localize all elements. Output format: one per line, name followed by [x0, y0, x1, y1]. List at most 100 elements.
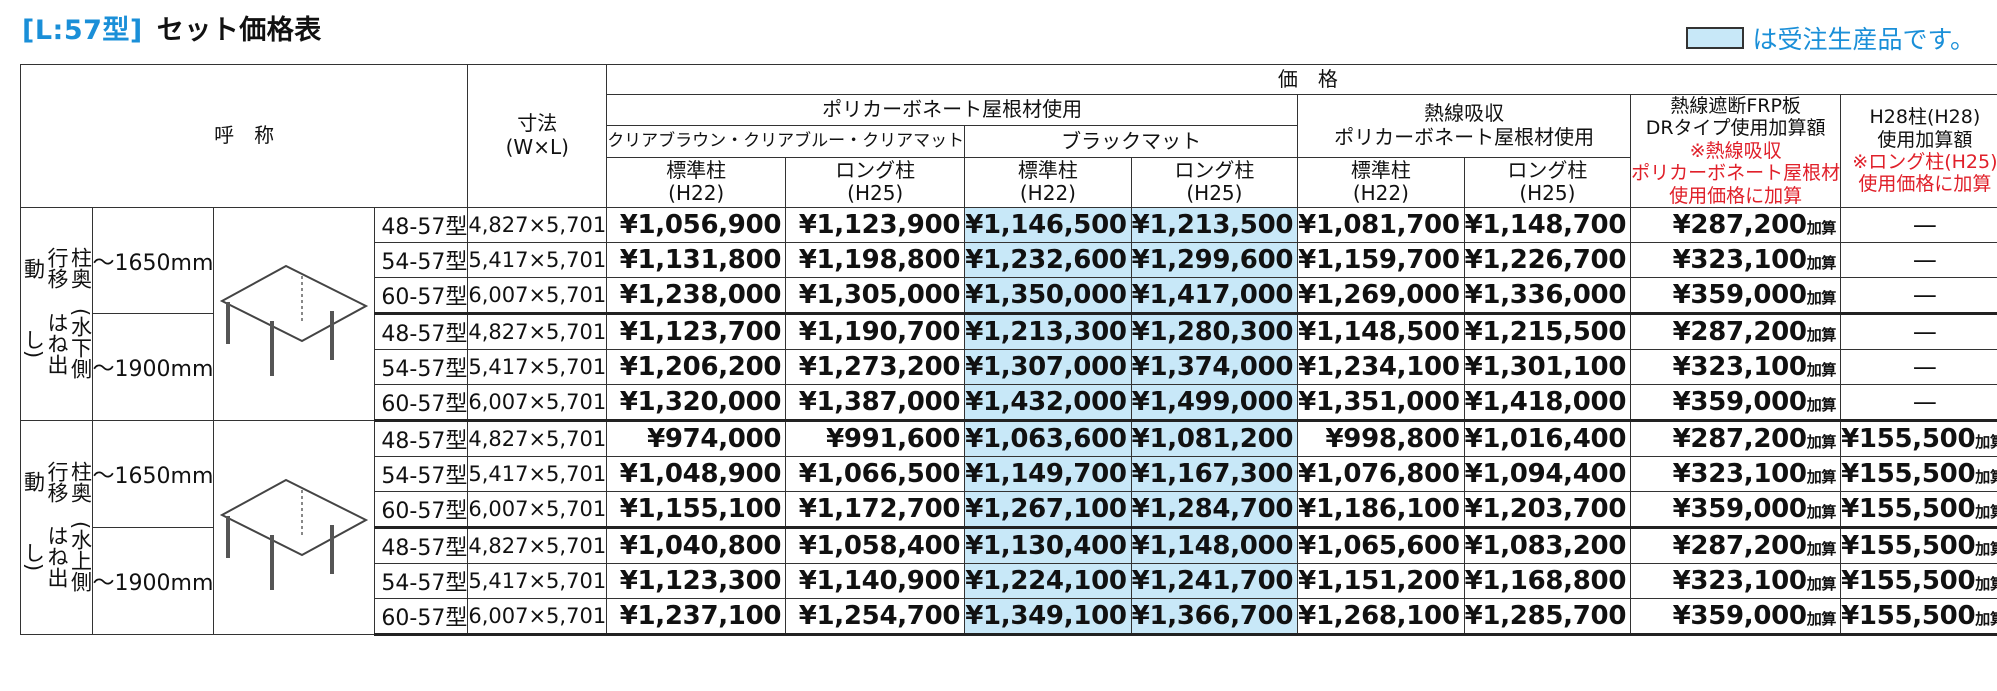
- h28-add-cell: —: [1840, 384, 1997, 423]
- model-name: 48-57型: [374, 527, 469, 565]
- price-cell: ¥1,048,900: [606, 456, 787, 493]
- table-row: 54-57型 5,417×5,701 ¥1,206,200 ¥1,273,200 ¥1,…: [21, 349, 1997, 386]
- header-long: ロング柱 (H25): [1463, 156, 1632, 209]
- canopy-diagram-icon: [220, 478, 369, 590]
- h28-add-cell: —: [1840, 313, 1997, 351]
- diagram-cell: [213, 207, 376, 422]
- frp-price: ¥287,200: [1672, 531, 1807, 562]
- price-cell: ¥1,418,000: [1463, 384, 1632, 423]
- price-cell: ¥1,186,100: [1297, 491, 1465, 530]
- model-name: 54-57型: [374, 349, 469, 386]
- table-row: 柱奥行移動 (水上側はね出し) 〜1650mm 48-57型 4,827×5,701 ¥9…: [20, 420, 1997, 636]
- frp-price: ¥359,000: [1672, 601, 1807, 632]
- frp-price: ¥359,000: [1672, 280, 1807, 311]
- kasan-label: 加算: [1806, 289, 1837, 308]
- h28-add-cell: —: [1840, 277, 1997, 316]
- price-cell: ¥1,284,700: [1130, 491, 1299, 530]
- kasan-label: 加算: [1975, 433, 1997, 452]
- price-cell: ¥1,149,700: [964, 456, 1132, 493]
- model-name: 60-57型: [374, 491, 469, 530]
- header-std: 標準柱 (H22): [964, 156, 1132, 209]
- h28-add-cell: ¥155,500加算: [1840, 420, 1997, 458]
- price-cell: ¥1,155,100: [606, 491, 787, 530]
- kasan-label: 加算: [1806, 575, 1837, 594]
- price-cell: ¥998,800: [1297, 420, 1465, 458]
- price-cell: ¥1,130,400: [964, 527, 1132, 565]
- page-title: [L:57型] セット価格表: [22, 8, 322, 47]
- header-poly: ポリカーボネート屋根材使用: [606, 93, 1299, 127]
- header-std: 標準柱 (H22): [1297, 156, 1465, 209]
- h28-price: ¥155,500: [1841, 601, 1976, 632]
- frp-price: ¥323,100: [1672, 245, 1807, 276]
- price-cell: ¥1,234,100: [1297, 349, 1465, 386]
- price-cell: ¥1,320,000: [606, 384, 787, 423]
- frp-add-cell: ¥323,100加算: [1630, 563, 1842, 600]
- frp-price: ¥287,200: [1672, 210, 1807, 241]
- price-cell: ¥1,351,000: [1297, 384, 1465, 423]
- kasan-label: 加算: [1975, 610, 1997, 629]
- price-cell: ¥1,081,200: [1130, 420, 1299, 458]
- side-label-a: 柱奥行移動: [21, 460, 93, 503]
- table-row: 柱奥行移動 (水下側はね出し) 〜1650mm 48-57型 4,827×5,701 ¥1…: [20, 207, 1997, 422]
- table-row: 60-57型 6,007×5,701 ¥1,238,000 ¥1,305,000 ¥1,…: [21, 277, 1997, 316]
- kasan-label: 加算: [1806, 610, 1837, 629]
- h28-price: ¥155,500: [1841, 566, 1976, 597]
- model-name: 48-57型: [374, 313, 469, 351]
- price-cell: ¥1,499,000: [1130, 384, 1299, 423]
- price-cell: ¥1,285,700: [1463, 598, 1632, 637]
- price-cell: ¥1,083,200: [1463, 527, 1632, 565]
- side-label-b: (水上側はね出し): [21, 521, 93, 593]
- frp-add-cell: ¥287,200加算: [1630, 527, 1842, 565]
- header-clear: クリアブラウン・クリアブルー・クリアマット: [606, 125, 966, 158]
- price-cell: ¥1,131,800: [606, 242, 787, 279]
- side-label: 柱奥行移動 (水上側はね出し): [20, 420, 93, 636]
- table-row: 60-57型 6,007×5,701 ¥1,237,100 ¥1,254,700 ¥1,…: [21, 598, 1997, 637]
- price-cell: ¥1,267,100: [964, 491, 1132, 530]
- header-yobi: 呼 称: [19, 63, 469, 209]
- dimension: 5,417×5,701: [467, 349, 608, 386]
- header-long: ロング柱 (H25): [1130, 156, 1299, 209]
- table-row: 〜1900mm 48-57型 4,827×5,701 ¥1,123,700 ¥1,190…: [21, 313, 1997, 422]
- price-cell: ¥1,063,600: [964, 420, 1132, 458]
- title-name: セット価格表: [156, 15, 322, 46]
- kasan-label: 加算: [1806, 219, 1837, 238]
- price-cell: ¥1,305,000: [785, 277, 966, 316]
- side-label-b: (水下側はね出し): [21, 307, 93, 379]
- frp-price: ¥287,200: [1672, 317, 1807, 348]
- price-cell: ¥1,336,000: [1463, 277, 1632, 316]
- price-cell: ¥1,269,000: [1297, 277, 1465, 316]
- frp-add-cell: ¥359,000加算: [1630, 277, 1842, 316]
- h28-add-cell: ¥155,500加算: [1840, 598, 1997, 637]
- dimension: 5,417×5,701: [467, 242, 608, 279]
- model-name: 54-57型: [374, 456, 469, 493]
- header-std: 標準柱 (H22): [606, 156, 787, 209]
- price-cell: ¥1,151,200: [1297, 563, 1465, 600]
- legend-swatch: [1686, 27, 1745, 49]
- price-cell: ¥1,198,800: [785, 242, 966, 279]
- price-cell: ¥1,148,500: [1297, 313, 1465, 351]
- dimension: 6,007×5,701: [467, 277, 608, 316]
- price-cell: ¥1,058,400: [785, 527, 966, 565]
- frp-price: ¥359,000: [1672, 387, 1807, 418]
- canopy-diagram-icon: [220, 264, 369, 377]
- dimension: 4,827×5,701: [467, 207, 608, 244]
- price-cell: ¥1,123,700: [606, 313, 787, 351]
- price-cell: ¥974,000: [606, 420, 787, 458]
- header-netsu: 熱線吸収 ポリカーボネート屋根材使用: [1297, 94, 1632, 158]
- h28-add-cell: —: [1840, 349, 1997, 386]
- dimension: 4,827×5,701: [467, 313, 608, 351]
- frp-add-cell: ¥287,200加算: [1630, 313, 1842, 351]
- model-name: 60-57型: [374, 384, 469, 423]
- price-body: 柱奥行移動 (水下側はね出し) 〜1650mm 48-57型 4,827×5,701 ¥1…: [20, 207, 1997, 637]
- frp-price: ¥359,000: [1672, 494, 1807, 525]
- h28-add-cell: ¥155,500加算: [1840, 456, 1997, 493]
- price-cell: ¥1,094,400: [1463, 456, 1632, 493]
- model-name: 48-57型: [374, 207, 469, 244]
- price-cell: ¥1,224,100: [964, 563, 1132, 600]
- price-cell: ¥1,213,300: [964, 313, 1132, 351]
- price-cell: ¥1,301,100: [1463, 349, 1632, 386]
- price-cell: ¥1,349,100: [964, 598, 1132, 637]
- frp-add-cell: ¥323,100加算: [1630, 349, 1842, 386]
- table-row: 60-57型 6,007×5,701 ¥1,155,100 ¥1,172,700 ¥1,…: [21, 491, 1997, 530]
- h28-price: ¥155,500: [1841, 531, 1976, 562]
